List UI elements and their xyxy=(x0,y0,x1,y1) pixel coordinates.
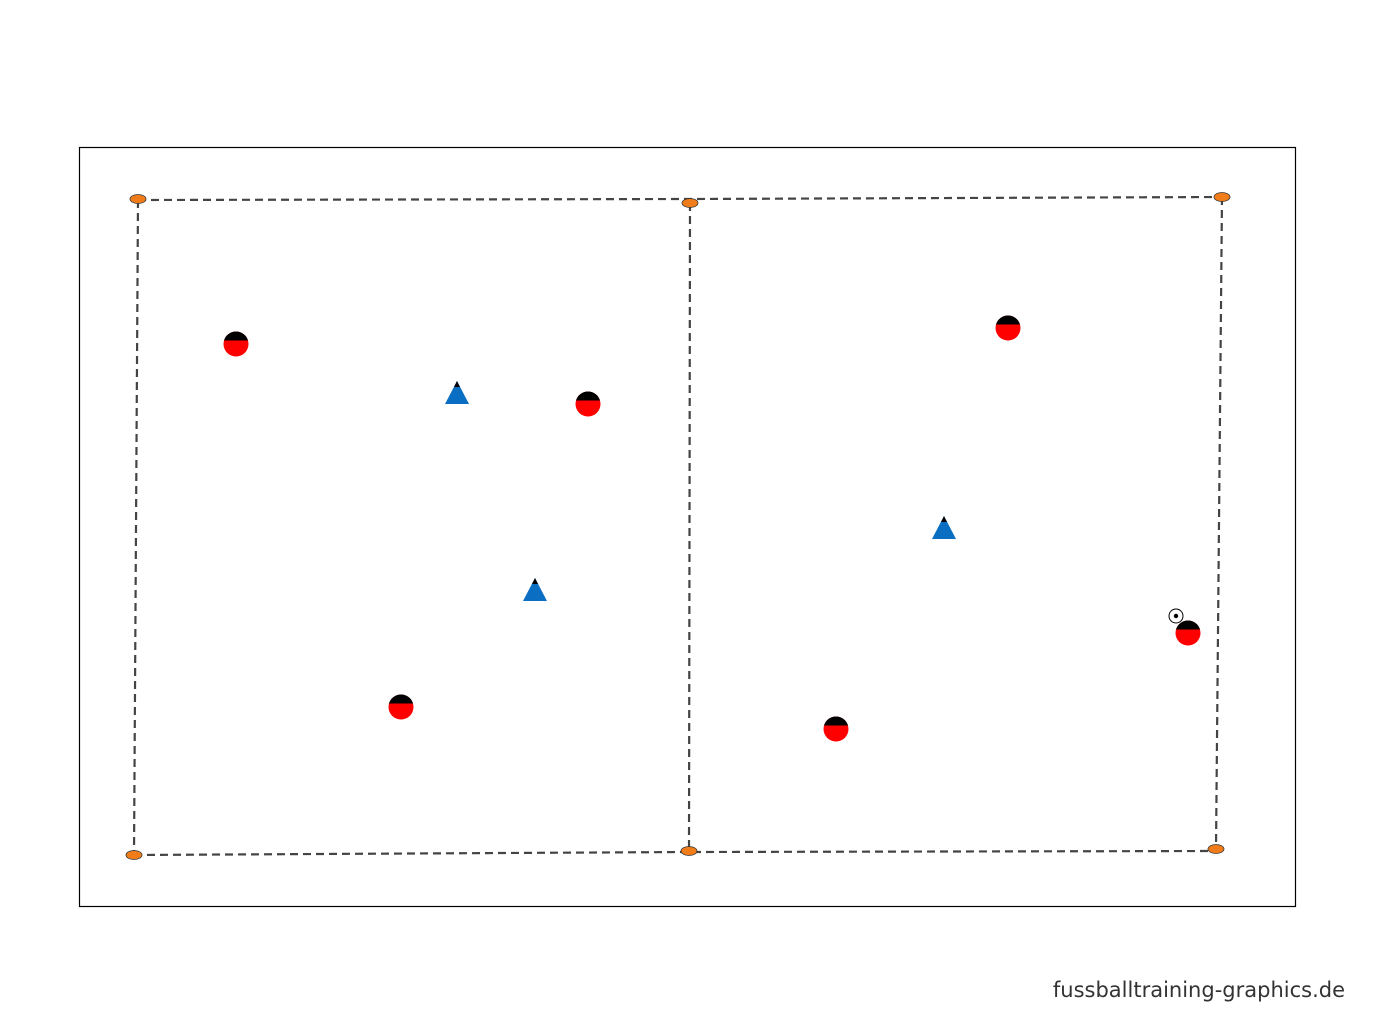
watermark: fussballtraining-graphics.de xyxy=(1052,978,1345,1002)
cones xyxy=(125,192,1231,860)
field-lines xyxy=(132,195,1224,857)
players-red xyxy=(223,315,1201,742)
ball xyxy=(1168,608,1184,624)
players-blue xyxy=(445,381,956,601)
frame xyxy=(78,146,1297,908)
